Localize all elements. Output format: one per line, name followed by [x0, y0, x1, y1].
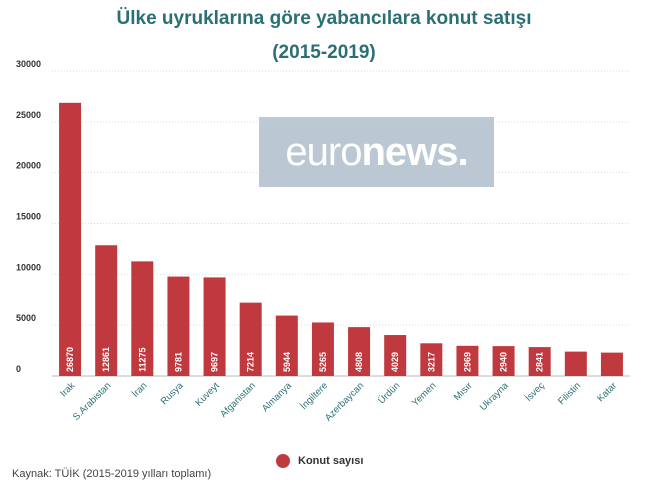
bar: [456, 345, 479, 376]
y-tick-label: 25000: [16, 110, 41, 120]
y-tick-label: 20000: [16, 161, 41, 171]
bar: [311, 322, 334, 376]
bar: [528, 347, 551, 376]
legend-swatch: [276, 454, 290, 468]
chart-title-line1: Ülke uyruklarına göre yabancılara konut …: [116, 8, 532, 29]
y-tick-label: 5000: [16, 313, 36, 323]
bar-value-label: 9781: [173, 352, 183, 372]
bar: [59, 102, 82, 377]
bar: [167, 276, 190, 376]
bar: [420, 343, 443, 376]
x-category-label: Almanya: [260, 380, 294, 414]
bar-value-label: 4808: [354, 352, 364, 372]
x-category-label: Azerbaycan: [323, 380, 366, 423]
bar-value-label: 26870: [65, 347, 75, 372]
bar-value-label: 5944: [282, 352, 292, 372]
x-category-label: İran: [130, 380, 149, 399]
y-tick-label: 15000: [16, 212, 41, 222]
bar: [239, 302, 262, 376]
x-category-label: Filistin: [556, 380, 583, 407]
x-category-label: Yemen: [410, 380, 438, 408]
x-category-label: Irak: [58, 380, 77, 399]
y-tick-label: 10000: [16, 262, 41, 272]
chart-title-line2: (2015-2019): [272, 42, 376, 63]
source-note: Kaynak: TÜİK (2015-2019 yılları toplamı): [12, 468, 212, 480]
y-tick-label: 0: [16, 364, 21, 374]
x-category-label: Mısır: [452, 380, 475, 403]
bar-value-label: 2940: [499, 352, 509, 372]
bar: [564, 351, 587, 376]
bar-value-label: 4029: [390, 352, 400, 372]
bar: [275, 315, 298, 376]
chart-legend: Konut sayısı: [276, 454, 363, 468]
x-category-label: Ukrayna: [478, 380, 511, 413]
bar-value-label: 3217: [426, 352, 436, 372]
watermark-text-news: news.: [361, 129, 468, 174]
x-category-label: S.Arabistan: [71, 380, 114, 423]
bar-layer: [59, 102, 623, 377]
watermark-text-euro: euro: [285, 129, 362, 174]
bar: [131, 261, 154, 376]
x-category-label: İngiltere: [298, 380, 330, 412]
bar: [203, 277, 226, 376]
bar: [384, 335, 407, 376]
label-layer: 0 5000 10000 15000 20000 25000 30000 26870 Irak 1…: [16, 59, 619, 424]
legend-label: Konut sayısı: [298, 455, 364, 467]
x-category-label: Katar: [595, 380, 619, 404]
bar: [95, 245, 118, 376]
euronews-watermark: euro news.: [259, 117, 494, 187]
bar-value-label: 11275: [137, 347, 147, 372]
bar-value-label: 5265: [318, 352, 328, 372]
bar: [348, 327, 371, 376]
x-category-label: Ürdün: [376, 380, 402, 406]
x-category-label: Kuveyt: [193, 380, 222, 409]
bar: [492, 346, 515, 376]
bar: [600, 352, 623, 376]
bar-value-label: 12861: [101, 347, 111, 372]
x-category-label: İsveç: [523, 380, 547, 404]
bar-value-label: 9697: [210, 352, 220, 372]
x-category-label: Afganistan: [218, 380, 258, 420]
bar-value-label: 2841: [535, 352, 545, 372]
bar-value-label: 2969: [462, 352, 472, 372]
y-tick-label: 30000: [16, 59, 41, 69]
bar-value-label: 7214: [246, 352, 256, 372]
x-category-label: Rusya: [159, 380, 186, 407]
